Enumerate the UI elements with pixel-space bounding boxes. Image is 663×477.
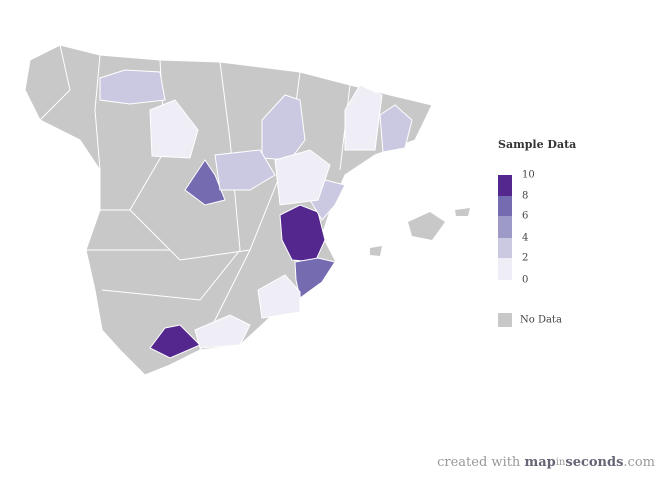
- legend-tick: 6: [522, 211, 528, 222]
- legend-swatch: [498, 196, 512, 216]
- region: [194, 314, 251, 349]
- region: [379, 104, 413, 153]
- regions: [99, 69, 413, 359]
- legend-tick: 0: [522, 275, 528, 286]
- region: [149, 324, 201, 359]
- base-map: [24, 44, 470, 376]
- region: [257, 274, 301, 319]
- region: [279, 204, 326, 263]
- credit: created with mapinseconds.com: [437, 455, 655, 470]
- no-data-swatch: [498, 313, 512, 327]
- island: [408, 212, 445, 240]
- region: [274, 149, 331, 206]
- region: [149, 99, 199, 159]
- island: [455, 208, 470, 216]
- no-data-label: No Data: [520, 315, 562, 326]
- island: [370, 246, 382, 256]
- legend-swatch: [498, 216, 512, 238]
- legend-tick: 10: [522, 170, 535, 181]
- region: [214, 149, 276, 191]
- legend-tick: 8: [522, 191, 528, 202]
- legend-title: Sample Data: [498, 138, 576, 151]
- region: [99, 69, 166, 105]
- credit-suffix: .com: [623, 455, 655, 470]
- legend-swatch: [498, 238, 512, 258]
- region: [344, 84, 383, 151]
- legend-swatch: [498, 258, 512, 280]
- region: [294, 257, 336, 299]
- legend: 10 8 6 4 2 0: [498, 170, 535, 286]
- brand: map: [524, 455, 555, 470]
- legend-swatch: [498, 175, 512, 196]
- legend-tick: 4: [522, 233, 528, 244]
- brand: seconds: [565, 455, 623, 470]
- legend-tick: 2: [522, 253, 528, 264]
- brand: in: [556, 457, 566, 468]
- credit-prefix: created with: [437, 455, 521, 470]
